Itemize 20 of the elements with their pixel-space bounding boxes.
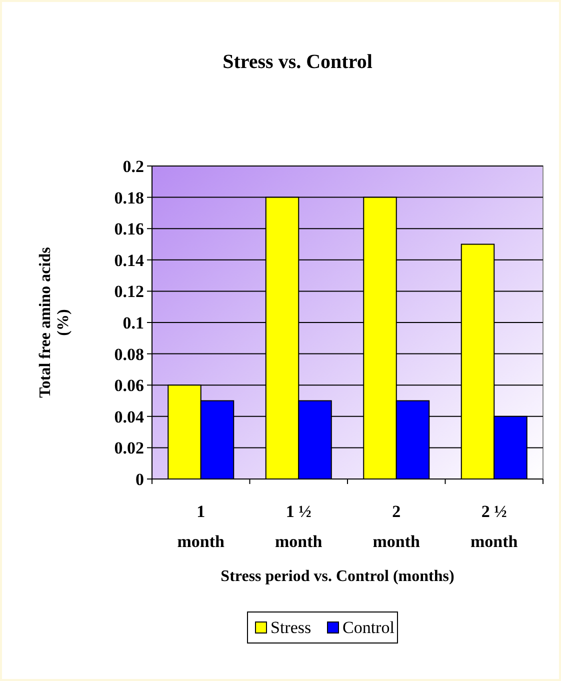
y-tick-label: 0.06 xyxy=(114,376,144,396)
legend-label: Stress xyxy=(270,618,312,637)
x-tick-label: 1 month xyxy=(177,502,226,551)
y-axis-title: Total free amino acids (%) xyxy=(37,247,72,398)
x-tick-label: 2 ½ month xyxy=(470,502,518,551)
x-axis-title: Stress period vs. Control (months) xyxy=(220,568,454,585)
y-tick-label: 0.18 xyxy=(114,188,144,208)
x-tick-label: 1 ½ month xyxy=(275,502,323,551)
y-tick-label: 0.08 xyxy=(114,344,144,364)
y-tick-label: 0.16 xyxy=(114,220,144,239)
x-tick-label: 2 month xyxy=(372,502,421,551)
y-tick-label: 0.04 xyxy=(114,407,144,426)
y-tick-label: 0.02 xyxy=(114,438,144,458)
y-tick-label: 0.14 xyxy=(114,250,144,270)
y-tick-label: 0.12 xyxy=(114,282,144,302)
y-tick-label: 0.1 xyxy=(122,313,144,332)
chart-title: Stress vs. Control xyxy=(222,51,373,73)
legend-label: Control xyxy=(342,618,395,637)
y-tick-label: 0 xyxy=(136,470,144,489)
y-tick-label: 0.2 xyxy=(122,156,144,176)
